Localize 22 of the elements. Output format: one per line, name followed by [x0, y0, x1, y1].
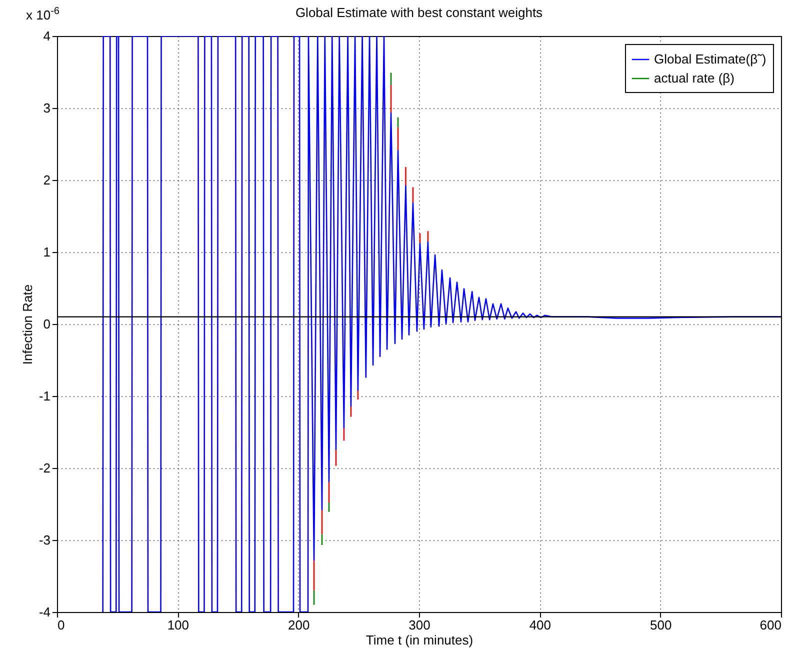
- y-tick-label: 3: [43, 100, 50, 116]
- legend-label: actual rate (β): [654, 70, 734, 86]
- x-tick-label: 500: [650, 618, 672, 632]
- x-axis-title: Time t (in minutes): [366, 632, 474, 648]
- y-axis-title: Infection Rate: [20, 284, 35, 365]
- legend-label: Global Estimate(β˜): [654, 52, 766, 66]
- x-tick-label: 600: [760, 618, 782, 632]
- y-tick-label: -4: [38, 604, 50, 620]
- x-tick-label: 0: [58, 618, 65, 632]
- y-tick-label: 2: [43, 172, 50, 188]
- y-tick-label: 0: [43, 316, 50, 332]
- x-tick-label: 100: [167, 618, 190, 632]
- y-tick-label: 4: [43, 28, 50, 44]
- x-tick-label: 200: [288, 618, 310, 632]
- y-tick-label: -1: [38, 388, 50, 404]
- text: x 10$^{-6}$: [26, 6, 60, 22]
- y-tick-label: -3: [38, 532, 50, 548]
- chart-title: Global Estimate with best constant weights: [295, 5, 544, 20]
- x-tick-label: 300: [408, 618, 430, 632]
- x-tick-label: 400: [529, 618, 552, 632]
- y-tick-label: -2: [38, 460, 50, 476]
- y-tick-label: 1: [43, 244, 50, 260]
